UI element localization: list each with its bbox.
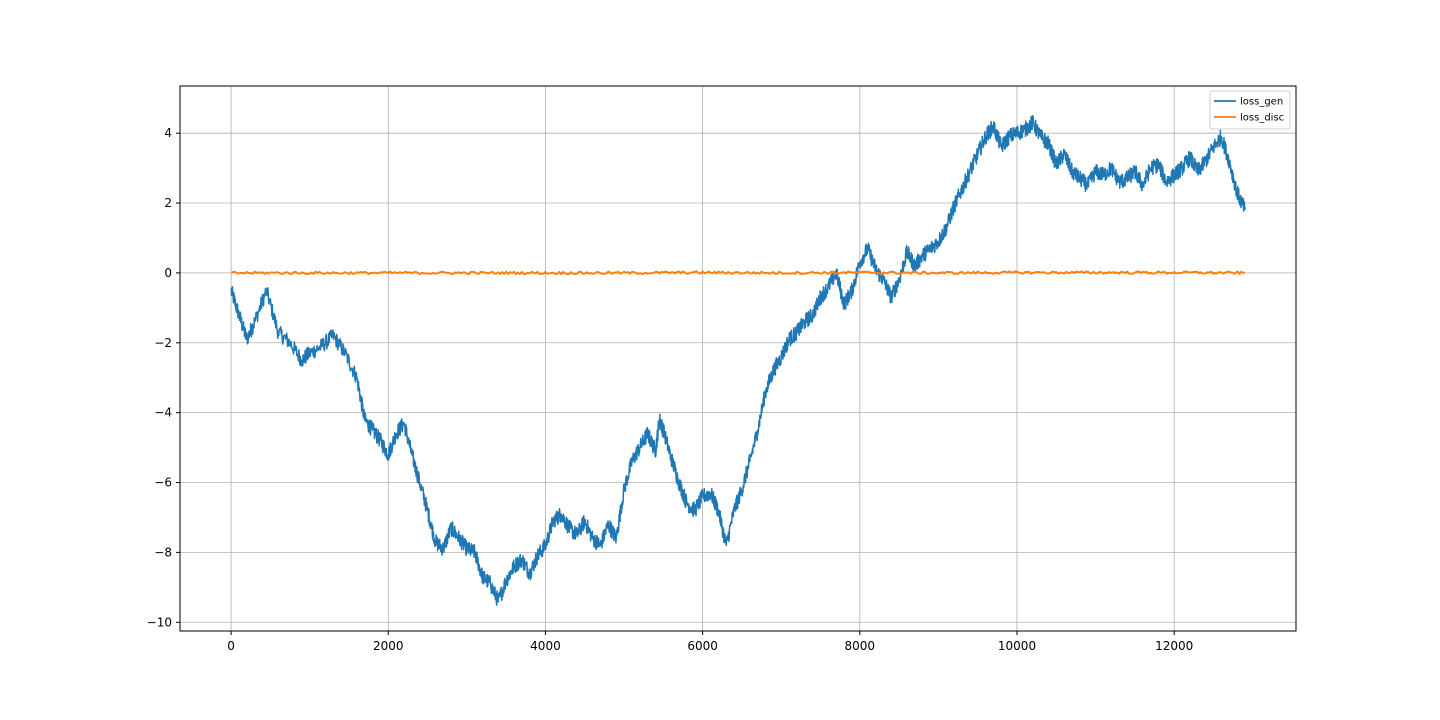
x-tick-label: 12000 — [1155, 639, 1193, 653]
y-tick-label: −6 — [154, 476, 172, 490]
y-tick-label: −10 — [147, 615, 172, 629]
legend: loss_gen loss_disc — [1209, 90, 1291, 130]
y-tick-label: −8 — [154, 545, 172, 559]
plot-frame — [179, 85, 1297, 632]
x-axis: 0 2000 4000 6000 8000 10000 12000 — [227, 631, 1193, 653]
x-tick-label: 4000 — [530, 639, 561, 653]
x-tick-label: 0 — [227, 639, 235, 653]
y-tick-label: −2 — [154, 336, 172, 350]
x-tick-label: 2000 — [373, 639, 404, 653]
y-tick-label: −4 — [154, 406, 172, 420]
y-tick-label: 4 — [164, 126, 172, 140]
legend-label-loss-disc: loss_disc — [1240, 113, 1284, 124]
x-tick-label: 10000 — [998, 639, 1036, 653]
y-tick-label: 0 — [164, 266, 172, 280]
y-axis: −10 −8 −6 −4 −2 0 2 4 — [147, 126, 180, 629]
x-tick-label: 6000 — [687, 639, 718, 653]
y-tick-label: 2 — [164, 196, 172, 210]
legend-label-loss-gen: loss_gen — [1240, 97, 1283, 108]
x-tick-label: 8000 — [845, 639, 876, 653]
series-layer — [230, 115, 1246, 606]
grid — [180, 86, 1296, 631]
series-line-loss-disc — [230, 270, 1245, 276]
series-line-loss-gen — [230, 115, 1246, 606]
